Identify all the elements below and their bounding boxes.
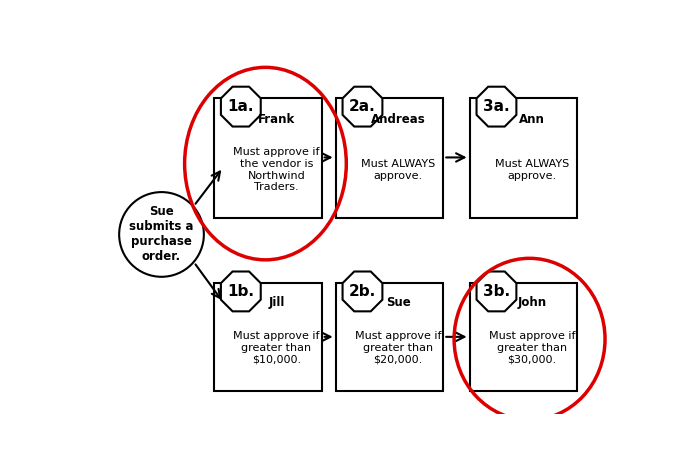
- Text: Sue
submits a
purchase
order.: Sue submits a purchase order.: [130, 206, 194, 264]
- Polygon shape: [477, 86, 516, 126]
- Bar: [335, 283, 444, 391]
- Text: 3b.: 3b.: [483, 284, 510, 299]
- Text: Frank: Frank: [258, 113, 295, 126]
- Text: Must ALWAYS
approve.: Must ALWAYS approve.: [495, 159, 569, 180]
- Polygon shape: [221, 272, 261, 312]
- Bar: [214, 98, 322, 218]
- Text: 2a.: 2a.: [349, 99, 376, 114]
- Bar: [470, 283, 577, 391]
- Text: Must approve if
greater than
$20,000.: Must approve if greater than $20,000.: [355, 331, 441, 364]
- Text: 3a.: 3a.: [483, 99, 510, 114]
- Text: Andreas: Andreas: [371, 113, 426, 126]
- Bar: [470, 98, 577, 218]
- Text: Must ALWAYS
approve.: Must ALWAYS approve.: [361, 159, 435, 180]
- Text: Ann: Ann: [519, 113, 545, 126]
- Bar: [335, 98, 444, 218]
- Text: 1a.: 1a.: [227, 99, 254, 114]
- Text: Must approve if
the vendor is
Northwind
Traders.: Must approve if the vendor is Northwind …: [233, 147, 319, 192]
- Text: 2b.: 2b.: [349, 284, 376, 299]
- Text: 1b.: 1b.: [227, 284, 254, 299]
- Polygon shape: [342, 272, 383, 312]
- Text: John: John: [518, 296, 547, 309]
- Text: Jill: Jill: [268, 296, 285, 309]
- Text: Sue: Sue: [386, 296, 410, 309]
- Text: Must approve if
greater than
$30,000.: Must approve if greater than $30,000.: [489, 331, 575, 364]
- Text: Must approve if
greater than
$10,000.: Must approve if greater than $10,000.: [233, 331, 319, 364]
- Polygon shape: [221, 86, 261, 126]
- Polygon shape: [477, 272, 516, 312]
- Circle shape: [119, 192, 204, 277]
- Polygon shape: [342, 86, 383, 126]
- Bar: [214, 283, 322, 391]
